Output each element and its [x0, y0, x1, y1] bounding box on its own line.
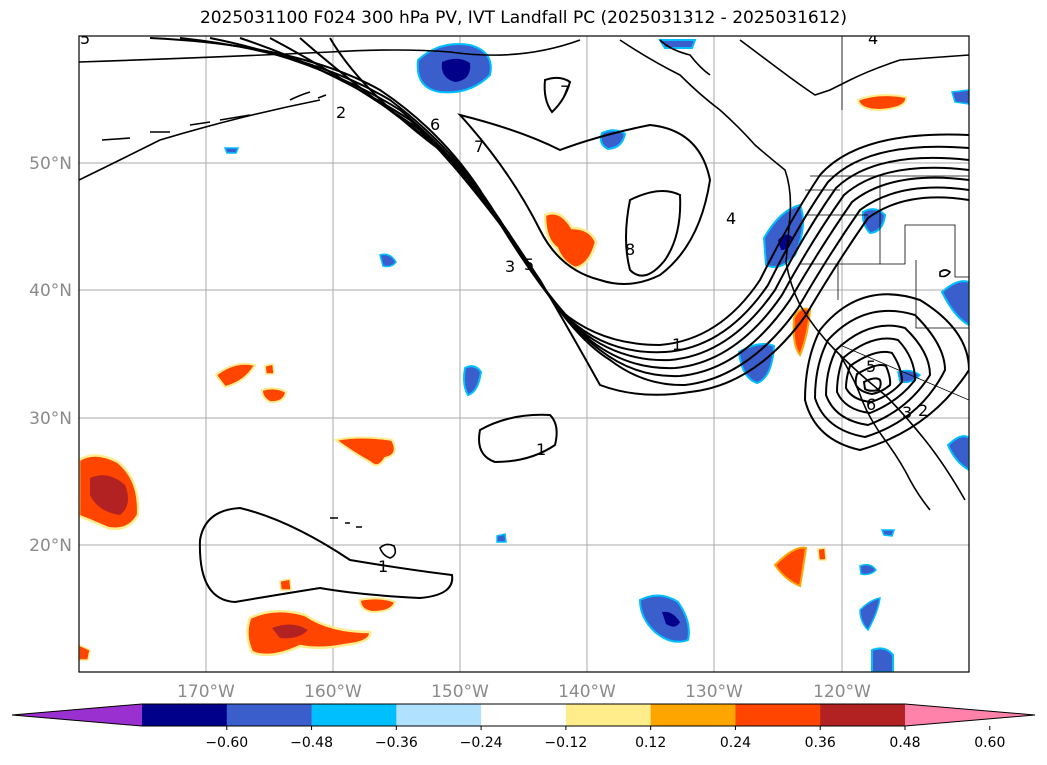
positive-anomaly-patch — [543, 211, 598, 270]
lat-label: 40°N — [29, 281, 72, 301]
map-title: 2025031100 F024 300 hPa PV, IVT Landfall… — [199, 8, 847, 28]
plot-area: 2 6 7 7 8 3 5 4 1 1 1 5 6 3 2 5 4 — [79, 29, 969, 672]
colorbar-segment — [396, 704, 482, 726]
contour-labels: 2 6 7 7 8 3 5 4 1 1 1 5 6 3 2 5 4 — [80, 29, 928, 576]
colorbar-extend-left — [12, 704, 142, 726]
colorbar-segment — [226, 704, 313, 726]
contour-label: 4 — [726, 209, 736, 228]
lat-label: 20°N — [29, 536, 72, 556]
lon-label: 140°W — [558, 682, 616, 702]
colorbar-segment — [142, 704, 228, 726]
colorbar-tick-label: 0.12 — [635, 735, 666, 751]
contour-label: 1 — [536, 440, 546, 459]
lon-label: 150°W — [431, 682, 489, 702]
coastlines — [79, 39, 969, 559]
colorbar-tick-label: −0.60 — [205, 735, 248, 751]
contour-label: 3 — [902, 403, 912, 422]
lon-label: 130°W — [685, 682, 743, 702]
lon-label: 160°W — [304, 682, 362, 702]
contour-label: 3 — [505, 257, 515, 276]
colorbar-tick-label: −0.36 — [375, 735, 418, 751]
contour-label: 4 — [868, 29, 878, 48]
colorbar-segment — [820, 704, 906, 726]
lon-label: 120°W — [813, 682, 871, 702]
colorbar-extend-right — [905, 704, 1035, 726]
contour-label: 6 — [866, 395, 876, 414]
map-frame — [78, 35, 970, 673]
contour-label: 7 — [560, 82, 570, 101]
colorbar-tick-label: 0.60 — [974, 735, 1005, 751]
colorbar-tick-label: −0.48 — [290, 735, 333, 751]
contour-label: 5 — [524, 255, 534, 274]
contour-label: 1 — [672, 335, 682, 354]
colorbar-tick-label: 0.48 — [889, 735, 920, 751]
contour-label: 1 — [378, 557, 388, 576]
pv-anomaly-fills — [79, 39, 969, 672]
colorbar-segment — [735, 704, 821, 726]
colorbar-segment — [565, 704, 652, 726]
colorbar-segment — [311, 704, 397, 726]
colorbar-tick-label: −0.12 — [544, 735, 587, 751]
colorbar-tick-label: −0.24 — [460, 735, 503, 751]
latitude-labels: 50°N 40°N 30°N 20°N — [29, 154, 72, 556]
lat-label: 50°N — [29, 154, 72, 174]
contour-label: 5 — [80, 29, 90, 48]
colorbar-outline — [11, 703, 1036, 727]
longitude-labels: 170°W 160°W 150°W 140°W 130°W 120°W — [177, 682, 871, 702]
lat-label: 30°N — [29, 409, 72, 429]
colorbar-segment — [481, 704, 567, 726]
pv-contours — [149, 37, 969, 604]
gridlines — [79, 36, 969, 672]
colorbar-segment — [650, 704, 736, 726]
contour-label: 8 — [625, 240, 635, 259]
contour-label: 2 — [918, 401, 928, 420]
contour-label: 7 — [474, 137, 484, 156]
colorbar-tick-label: 0.36 — [805, 735, 836, 751]
contour-label: 6 — [430, 115, 440, 134]
contour-label: 5 — [866, 357, 876, 376]
contour-label: 2 — [336, 103, 346, 122]
lon-label: 170°W — [177, 682, 235, 702]
colorbar: −0.60 −0.48 −0.36 −0.24 −0.12 0.12 0.24 0.36 0.4… — [11, 703, 1036, 751]
colorbar-tick-label: 0.24 — [720, 735, 751, 751]
